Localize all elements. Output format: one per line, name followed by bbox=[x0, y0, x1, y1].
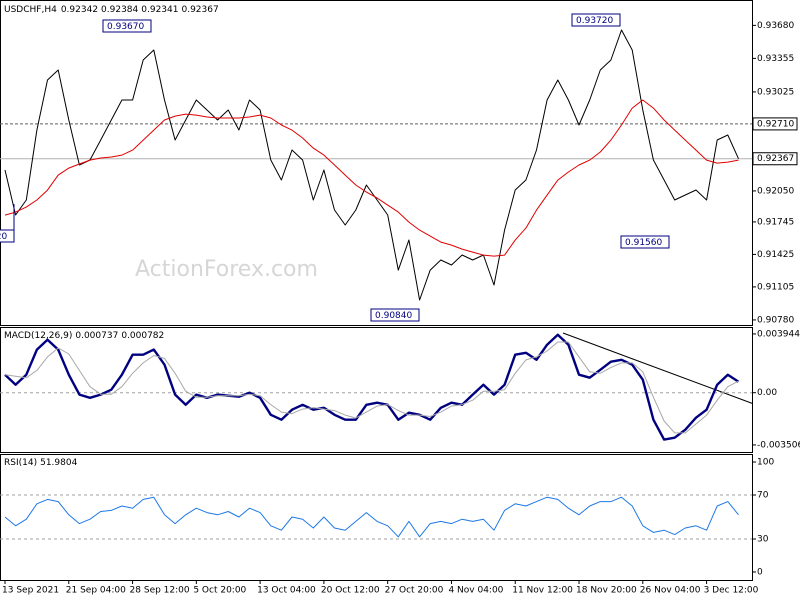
x-tick-label: 21 Sep 04:00 bbox=[66, 586, 126, 596]
macd-panel bbox=[0, 327, 753, 453]
annotation-label: 0.91560 bbox=[625, 238, 662, 248]
indicator-title: MACD(12,26,9) 0.000737 0.000782 bbox=[4, 331, 164, 341]
x-tick-label: 18 Nov 20:00 bbox=[576, 586, 637, 596]
plot-area bbox=[0, 29, 752, 301]
annotation-label: 0.91920 bbox=[0, 232, 7, 242]
ohlc-value: 0.92341 bbox=[141, 5, 178, 15]
ohlc-value: 0.92384 bbox=[101, 5, 138, 15]
y-tick-label: 0.91745 bbox=[757, 217, 794, 227]
last-price-label: 0.92367 bbox=[757, 154, 794, 164]
y-tick-label: 0.00 bbox=[757, 388, 777, 398]
x-tick-label: 28 Sep 12:00 bbox=[130, 586, 190, 596]
series-line bbox=[4, 29, 739, 301]
indicator-readout: 51.9804 bbox=[40, 458, 77, 468]
y-tick-label: 70 bbox=[757, 491, 769, 501]
rsi-panel bbox=[0, 454, 753, 581]
indicator-readout: 0.000737 bbox=[75, 331, 118, 341]
trend-line bbox=[562, 332, 752, 404]
indicator-title: RSI(14) 51.9804 bbox=[4, 458, 78, 468]
annotation-box bbox=[370, 308, 420, 322]
indicator-readout: 0.000782 bbox=[121, 331, 164, 341]
series-line bbox=[4, 341, 739, 434]
ohlc-value: 0.92342 bbox=[61, 5, 98, 15]
y-tick-label: 0.92050 bbox=[757, 186, 794, 196]
y-tick-label: 0.003944 bbox=[757, 329, 800, 339]
annotation-box bbox=[0, 229, 15, 243]
x-tick-label: 13 Sep 2021 bbox=[2, 586, 59, 596]
y-tick-label: 0.93680 bbox=[757, 21, 794, 31]
y-tick-label: 0.90780 bbox=[757, 315, 794, 325]
annotation-box bbox=[102, 19, 152, 33]
y-tick-label: 0.93025 bbox=[757, 87, 794, 97]
x-tick-label: 5 Oct 20:00 bbox=[193, 586, 246, 596]
x-tick-label: 27 Oct 20:00 bbox=[385, 586, 444, 596]
annotation-box bbox=[620, 235, 670, 249]
y-tick-label: 0 bbox=[757, 567, 763, 577]
watermark: ActionForex.com bbox=[135, 257, 318, 282]
x-tick-label: 11 Nov 12:00 bbox=[512, 586, 573, 596]
x-tick-label: 4 Nov 04:00 bbox=[448, 586, 503, 596]
annotation-label: 0.90840 bbox=[375, 311, 412, 321]
y-tick-label: 0.91425 bbox=[757, 250, 794, 260]
x-tick-label: 20 Oct 12:00 bbox=[321, 586, 380, 596]
ohlc-value: 0.92367 bbox=[181, 5, 218, 15]
header: USDCHF,H4 0.92342 0.92384 0.92341 0.92367 bbox=[4, 5, 219, 15]
price-level-box bbox=[752, 117, 798, 131]
main-panel bbox=[0, 0, 753, 326]
x-tick-label: 13 Oct 04:00 bbox=[257, 586, 316, 596]
annotation-box bbox=[571, 13, 621, 27]
symbol: USDCHF,H4 bbox=[4, 5, 57, 15]
indicator-name: RSI(14) bbox=[4, 458, 37, 468]
plot-area bbox=[0, 333, 752, 441]
y-tick-label: 100 bbox=[757, 458, 774, 468]
annotation-label: 0.93670 bbox=[107, 22, 144, 32]
y-tick-label: 30 bbox=[757, 534, 769, 544]
series-line bbox=[4, 496, 739, 538]
x-tick-label: 26 Nov 04:00 bbox=[640, 586, 701, 596]
y-tick-label: -0.003506 bbox=[757, 440, 800, 450]
last-price-box bbox=[752, 152, 798, 166]
y-tick-label: 0.91105 bbox=[757, 282, 794, 292]
x-tick-label: 3 Dec 12:00 bbox=[704, 586, 759, 596]
price-level-label: 0.92710 bbox=[757, 119, 794, 129]
series-line bbox=[4, 333, 740, 441]
plot-area bbox=[0, 494, 752, 540]
series-line bbox=[4, 99, 739, 257]
annotation-label: 0.93720 bbox=[576, 16, 613, 26]
y-tick-label: 0.93355 bbox=[757, 54, 794, 64]
indicator-name: MACD(12,26,9) bbox=[4, 331, 72, 341]
